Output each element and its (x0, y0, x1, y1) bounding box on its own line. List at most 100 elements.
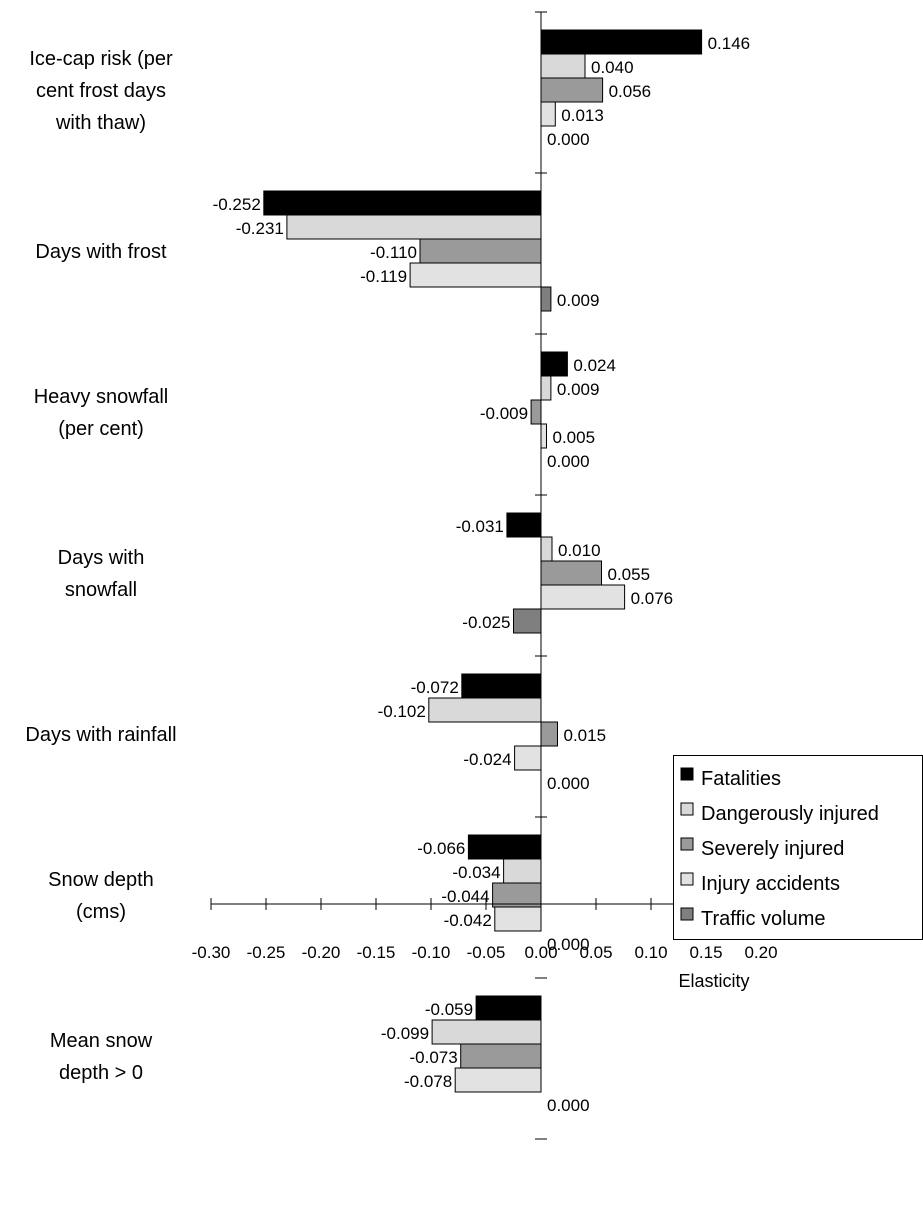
category-label: Days with rainfall (25, 724, 176, 746)
x-axis-title: Elasticity (678, 971, 749, 991)
data-label: -0.099 (381, 1024, 429, 1043)
bar-severely-injured-4 (540, 721, 558, 747)
bar-traffic-volume-1 (540, 286, 552, 312)
bar-fatalities-5 (467, 834, 542, 860)
data-label: -0.102 (378, 702, 426, 721)
legend-entry: Traffic volume (701, 908, 825, 930)
data-label: 0.005 (553, 428, 596, 447)
data-label: 0.040 (591, 58, 634, 77)
x-tick-label: -0.15 (357, 943, 396, 962)
legend-box (673, 755, 923, 940)
data-label: 0.000 (547, 452, 590, 471)
bar-severely-injured-2 (530, 399, 542, 425)
legend-swatch (680, 872, 694, 886)
legend-entry: Fatalities (701, 768, 781, 790)
data-label: -0.252 (213, 195, 261, 214)
bar-injury-accidents-4 (514, 745, 542, 771)
category-label: Mean snow depth > 0 (50, 1030, 153, 1084)
data-label: 0.076 (631, 589, 674, 608)
bar-severely-injured-3 (540, 560, 602, 586)
category-label: Days with snowfall (58, 547, 145, 601)
legend-entry: Dangerously injured (701, 803, 879, 825)
labels-layer: 0.146 -0.252 0.024 -0.031 -0.072 -0.066 -0.059… (25, 34, 750, 1115)
bar-injury-accidents-6 (454, 1067, 542, 1093)
x-tick-label: 0.00 (524, 943, 557, 962)
data-label: -0.110 (370, 243, 417, 262)
legend-swatch (680, 802, 694, 816)
data-label: -0.231 (236, 219, 284, 238)
data-label: 0.056 (609, 82, 652, 101)
bar-severely-injured-1 (419, 238, 542, 264)
bar-injury-accidents-2 (540, 423, 547, 449)
data-label: 0.009 (557, 291, 600, 310)
legend-swatch (680, 907, 694, 921)
data-label: 0.146 (708, 34, 751, 53)
category-label: Ice-cap risk (per cent frost days with tha… (29, 48, 173, 134)
bar-fatalities-1 (263, 190, 542, 216)
x-tick-label: -0.25 (247, 943, 286, 962)
bar-injury-accidents-5 (494, 906, 542, 932)
data-label: -0.024 (463, 750, 511, 769)
bar-injury-accidents-0 (540, 101, 556, 127)
data-label: 0.024 (573, 356, 616, 375)
bars-layer (263, 29, 703, 1093)
bar-injury-accidents-1 (409, 262, 542, 288)
bar-dangerously-injured-1 (286, 214, 542, 240)
category-label: Heavy snowfall (per cent) (34, 386, 169, 440)
bar-dangerously-injured-4 (428, 697, 542, 723)
data-label: 0.000 (547, 1096, 590, 1115)
bar-fatalities-0 (540, 29, 703, 55)
category-label: Days with frost (35, 241, 167, 263)
data-label: 0.000 (547, 935, 590, 954)
data-label: 0.015 (564, 726, 607, 745)
legend-swatch (680, 767, 694, 781)
data-label: -0.044 (441, 887, 489, 906)
data-label: -0.119 (360, 267, 407, 286)
x-tick-label: 0.15 (689, 943, 722, 962)
data-label: 0.000 (547, 130, 590, 149)
data-label: -0.031 (456, 517, 504, 536)
bar-severely-injured-6 (460, 1043, 542, 1069)
x-tick-label: -0.20 (302, 943, 341, 962)
data-label: -0.042 (444, 911, 492, 930)
legend: Fatalities Dangerously injured Severely in… (673, 755, 923, 940)
bar-traffic-volume-3 (513, 608, 542, 634)
bar-dangerously-injured-5 (503, 858, 542, 884)
data-label: -0.034 (452, 863, 500, 882)
bar-fatalities-2 (540, 351, 568, 377)
bar-fatalities-3 (506, 512, 542, 538)
data-label: -0.073 (409, 1048, 457, 1067)
bar-dangerously-injured-2 (540, 375, 552, 401)
data-label: -0.078 (404, 1072, 452, 1091)
bar-injury-accidents-3 (540, 584, 626, 610)
data-label: -0.072 (411, 678, 459, 697)
bar-dangerously-injured-0 (540, 53, 586, 79)
x-tick-label: -0.30 (192, 943, 231, 962)
data-label: 0.010 (558, 541, 601, 560)
axis-layer: -0.30 -0.25 -0.20 -0.15 -0.10 -0.05 0.00 0.05 0.… (192, 11, 778, 1140)
data-label: 0.055 (608, 565, 651, 584)
bar-severely-injured-5 (492, 882, 542, 908)
bar-fatalities-4 (461, 673, 542, 699)
data-label: -0.025 (462, 613, 510, 632)
legend-entry: Severely injured (701, 838, 844, 860)
bar-fatalities-6 (475, 995, 542, 1021)
data-label: 0.009 (557, 380, 600, 399)
bar-dangerously-injured-6 (431, 1019, 542, 1045)
legend-entry: Injury accidents (701, 873, 840, 895)
data-label: -0.009 (480, 404, 528, 423)
x-tick-label: 0.10 (634, 943, 667, 962)
x-tick-label: 0.20 (744, 943, 777, 962)
x-tick-label: -0.10 (412, 943, 451, 962)
data-label: 0.000 (547, 774, 590, 793)
data-label: -0.059 (425, 1000, 473, 1019)
x-tick-label: -0.05 (467, 943, 506, 962)
legend-swatch (680, 837, 694, 851)
data-label: -0.066 (417, 839, 465, 858)
bar-dangerously-injured-3 (540, 536, 553, 562)
x-tick-label: 0.05 (579, 943, 612, 962)
category-label: Snow depth (cms) (48, 869, 154, 923)
bar-severely-injured-0 (540, 77, 604, 103)
data-label: 0.013 (561, 106, 604, 125)
